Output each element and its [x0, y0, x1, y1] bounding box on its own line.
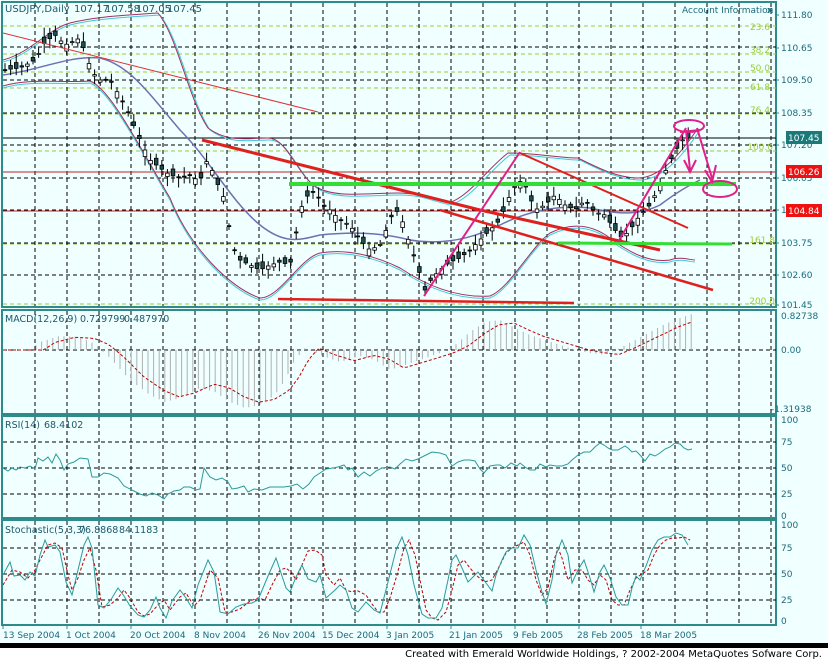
trendline-channel-top [519, 152, 689, 229]
svg-text:100: 100 [781, 416, 798, 426]
macd-signal-line [3, 321, 692, 403]
macd-label: MACD(12,26,9) [5, 314, 77, 325]
rsi-panel[interactable]: RSI(14) 68.4102 [1, 415, 777, 519]
stochastic-axis: 100 75 50 25 0 [781, 521, 798, 627]
symbol-header: USDJPY,Daily [5, 4, 70, 15]
svg-text:106.26: 106.26 [788, 168, 820, 178]
magenta-pattern [423, 119, 738, 297]
ohlc-close: 107.45 [167, 4, 202, 15]
svg-text:108.35: 108.35 [781, 109, 813, 119]
fibonacci-lines [3, 25, 776, 305]
svg-text:25: 25 [781, 596, 792, 606]
svg-text:61.8: 61.8 [750, 83, 770, 93]
macd-histogram [35, 314, 692, 408]
green-support-line [557, 241, 733, 246]
account-information-close-icon[interactable]: x [767, 6, 773, 16]
stochastic-panel[interactable]: Stochastic(5,3,3) 76.8868 84.1183 [1, 519, 777, 626]
svg-text:161.8: 161.8 [749, 236, 775, 246]
chart-window[interactable]: USDJPY,Daily 107.17 107.58 107.05 107.45… [0, 0, 828, 648]
support-line-bottom [277, 297, 575, 305]
candlesticks [3, 25, 691, 297]
svg-text:50: 50 [781, 464, 793, 474]
date-axis: 13 Sep 2004 1 Oct 2004 20 Oct 2004 8 Nov… [2, 625, 697, 641]
svg-text:75: 75 [781, 544, 792, 554]
bottom-border [0, 643, 828, 648]
fibonacci-labels: 23.6 38.2 50.0 61.8 76.4 100.0 161.8 200… [747, 23, 775, 307]
level-badge-106-26 [786, 165, 822, 178]
svg-text:28 Feb 2005: 28 Feb 2005 [577, 631, 633, 641]
time-grid [34, 3, 772, 306]
svg-text:25: 25 [781, 490, 792, 500]
svg-text:100.0: 100.0 [747, 143, 773, 153]
svg-text:26 Nov 2004: 26 Nov 2004 [258, 631, 316, 641]
svg-text:0.00: 0.00 [781, 346, 801, 356]
svg-text:3 Jan 2005: 3 Jan 2005 [386, 631, 434, 641]
macd-panel[interactable]: MACD(12,26,9) 0.729799 0.487970 [1, 309, 777, 415]
macd-axis: 0.82738 0.00 -1.31938 [771, 312, 818, 415]
svg-text:-1.31938: -1.31938 [771, 405, 812, 415]
footer: Created with Emerald Worldwide Holdings,… [0, 648, 828, 664]
trendline-resistance [201, 138, 481, 212]
svg-text:102.60: 102.60 [781, 271, 813, 281]
trendline-lower-channel [439, 208, 714, 292]
current-price-badge [786, 131, 822, 144]
svg-text:20 Oct 2004: 20 Oct 2004 [130, 631, 186, 641]
stochastic-value-2: 84.1183 [119, 525, 158, 536]
svg-text:1 Oct 2004: 1 Oct 2004 [66, 631, 116, 641]
account-information-label[interactable]: Account Information [682, 6, 773, 16]
price-axis: 111.80 110.65 109.50 108.35 107.20 106.0… [776, 11, 822, 311]
svg-text:200.0: 200.0 [749, 297, 775, 307]
rsi-line [3, 442, 693, 500]
svg-text:0: 0 [781, 617, 787, 627]
svg-text:104.84: 104.84 [788, 207, 820, 217]
svg-text:13 Sep 2004: 13 Sep 2004 [3, 631, 60, 641]
svg-text:111.80: 111.80 [781, 11, 813, 21]
current-price-badge-text: 107.45 [788, 134, 820, 144]
svg-text:107.20: 107.20 [781, 141, 813, 151]
svg-text:106.05: 106.05 [781, 174, 813, 184]
stochastic-label: Stochastic(5,3,3) [5, 525, 86, 536]
ohlc-high: 107.58 [105, 4, 140, 15]
svg-text:15 Dec 2004: 15 Dec 2004 [322, 631, 380, 641]
main-price-panel[interactable]: USDJPY,Daily 107.17 107.58 107.05 107.45… [1, 1, 777, 308]
level-badge-104-84 [786, 204, 822, 217]
macd-value-1: 0.729799 [80, 314, 125, 325]
svg-text:101.45: 101.45 [781, 301, 813, 311]
svg-text:110.65: 110.65 [781, 44, 813, 54]
svg-text:0.82738: 0.82738 [781, 312, 818, 322]
svg-text:18 Mar 2005: 18 Mar 2005 [640, 631, 697, 641]
svg-text:76.4: 76.4 [750, 106, 770, 116]
ohlc-open: 107.17 [74, 4, 109, 15]
stochastic-k-line [3, 532, 689, 620]
svg-text:0: 0 [781, 512, 787, 522]
rsi-value: 68.4102 [44, 420, 83, 431]
svg-text:109.50: 109.50 [781, 76, 813, 86]
svg-text:50: 50 [781, 570, 793, 580]
svg-text:75: 75 [781, 438, 792, 448]
ohlc-low: 107.05 [136, 4, 171, 15]
svg-text:8 Nov 2004: 8 Nov 2004 [194, 631, 246, 641]
trendline-long-term [3, 32, 319, 113]
svg-text:38.2: 38.2 [750, 46, 770, 56]
footer-credit: Created with Emerald Worldwide Holdings,… [405, 649, 822, 660]
svg-text:9 Feb 2005: 9 Feb 2005 [513, 631, 563, 641]
rsi-axis: 100 75 50 25 0 [781, 416, 798, 522]
svg-text:103.75: 103.75 [781, 239, 813, 249]
svg-text:50.0: 50.0 [750, 64, 770, 74]
rsi-label: RSI(14) [5, 420, 40, 431]
svg-text:100: 100 [781, 521, 798, 531]
svg-text:21 Jan 2005: 21 Jan 2005 [449, 631, 503, 641]
stochastic-value-1: 76.8868 [79, 525, 118, 536]
macd-value-2: 0.487970 [124, 314, 169, 325]
svg-text:23.6: 23.6 [750, 23, 770, 33]
